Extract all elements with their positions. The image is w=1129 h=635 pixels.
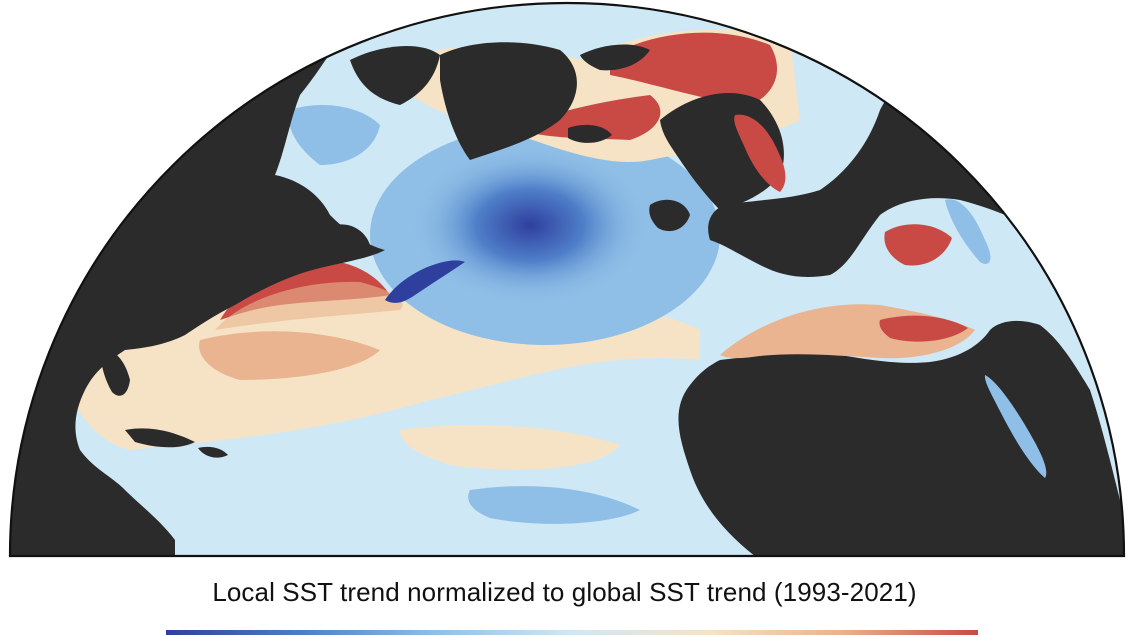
canadian-arctic-islands — [350, 45, 440, 105]
colorbar — [166, 630, 978, 635]
cuba — [125, 428, 195, 448]
subpolar-warming-hole — [410, 145, 650, 305]
north-atlantic-current-cooling — [385, 260, 465, 303]
barents-sea-warming — [610, 32, 778, 105]
norwegian-sea-warming — [510, 95, 661, 140]
colorbar-gradient — [166, 630, 978, 635]
iceland — [568, 124, 612, 143]
newfoundland — [335, 224, 370, 247]
colorbar-title: Local SST trend normalized to global SST… — [212, 577, 917, 607]
hispaniola — [198, 446, 228, 458]
tropical-warm-patch — [400, 425, 620, 470]
map-outline — [8, 1, 1126, 558]
subtropical-warming-patch — [199, 331, 380, 380]
caspian-sea — [945, 199, 991, 264]
baltic-sea — [734, 114, 786, 192]
black-sea — [884, 224, 952, 266]
florida-peninsula — [100, 345, 130, 396]
labrador-sea-cooler — [289, 105, 380, 165]
gulf-of-guinea-cooler — [468, 486, 640, 524]
british-isles — [649, 199, 690, 232]
sst-trend-map — [8, 1, 1126, 558]
red-sea — [984, 375, 1047, 478]
greenland — [440, 42, 577, 160]
svalbard-region — [580, 44, 650, 71]
eastern-mediterranean-warming — [879, 315, 968, 342]
gulf-stream-margin — [215, 281, 403, 330]
